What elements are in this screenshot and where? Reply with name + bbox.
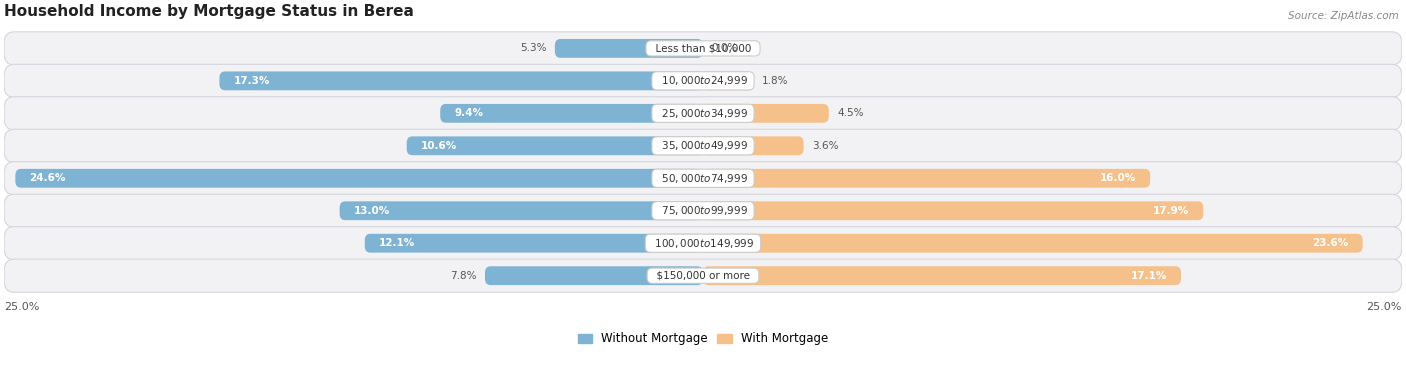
FancyBboxPatch shape [4, 129, 1402, 163]
FancyBboxPatch shape [4, 32, 1402, 65]
Text: 12.1%: 12.1% [378, 238, 415, 248]
FancyBboxPatch shape [555, 39, 703, 58]
FancyBboxPatch shape [364, 234, 703, 253]
FancyBboxPatch shape [15, 169, 703, 188]
FancyBboxPatch shape [4, 227, 1402, 260]
FancyBboxPatch shape [219, 71, 703, 90]
Text: Source: ZipAtlas.com: Source: ZipAtlas.com [1288, 11, 1399, 21]
Text: 24.6%: 24.6% [30, 173, 66, 183]
Text: 0.0%: 0.0% [711, 43, 738, 53]
Text: 17.3%: 17.3% [233, 76, 270, 86]
FancyBboxPatch shape [485, 266, 703, 285]
Text: $50,000 to $74,999: $50,000 to $74,999 [655, 172, 751, 185]
FancyBboxPatch shape [4, 162, 1402, 195]
FancyBboxPatch shape [440, 104, 703, 123]
Legend: Without Mortgage, With Mortgage: Without Mortgage, With Mortgage [574, 328, 832, 350]
Text: $75,000 to $99,999: $75,000 to $99,999 [655, 204, 751, 217]
Text: 10.6%: 10.6% [420, 141, 457, 151]
Text: 1.8%: 1.8% [762, 76, 789, 86]
Text: $100,000 to $149,999: $100,000 to $149,999 [648, 237, 758, 250]
Text: 3.6%: 3.6% [813, 141, 838, 151]
FancyBboxPatch shape [703, 169, 1150, 188]
FancyBboxPatch shape [703, 104, 828, 123]
Text: 25.0%: 25.0% [1367, 302, 1402, 312]
FancyBboxPatch shape [4, 97, 1402, 130]
Text: $35,000 to $49,999: $35,000 to $49,999 [655, 139, 751, 152]
Text: 5.3%: 5.3% [520, 43, 547, 53]
FancyBboxPatch shape [340, 201, 703, 220]
FancyBboxPatch shape [703, 234, 1362, 253]
Text: 17.9%: 17.9% [1153, 206, 1189, 216]
FancyBboxPatch shape [703, 71, 754, 90]
FancyBboxPatch shape [4, 194, 1402, 227]
Text: 25.0%: 25.0% [4, 302, 39, 312]
Text: 7.8%: 7.8% [450, 271, 477, 281]
FancyBboxPatch shape [406, 136, 703, 155]
Text: $10,000 to $24,999: $10,000 to $24,999 [655, 74, 751, 87]
Text: 13.0%: 13.0% [353, 206, 389, 216]
FancyBboxPatch shape [703, 136, 804, 155]
Text: 17.1%: 17.1% [1130, 271, 1167, 281]
Text: $25,000 to $34,999: $25,000 to $34,999 [655, 107, 751, 120]
FancyBboxPatch shape [4, 259, 1402, 292]
Text: 16.0%: 16.0% [1099, 173, 1136, 183]
FancyBboxPatch shape [703, 201, 1204, 220]
Text: 9.4%: 9.4% [454, 108, 484, 118]
Text: 23.6%: 23.6% [1312, 238, 1348, 248]
Text: 4.5%: 4.5% [837, 108, 863, 118]
FancyBboxPatch shape [703, 266, 1181, 285]
Text: Household Income by Mortgage Status in Berea: Household Income by Mortgage Status in B… [4, 4, 413, 19]
Text: $150,000 or more: $150,000 or more [650, 271, 756, 281]
Text: Less than $10,000: Less than $10,000 [648, 43, 758, 53]
FancyBboxPatch shape [4, 64, 1402, 98]
